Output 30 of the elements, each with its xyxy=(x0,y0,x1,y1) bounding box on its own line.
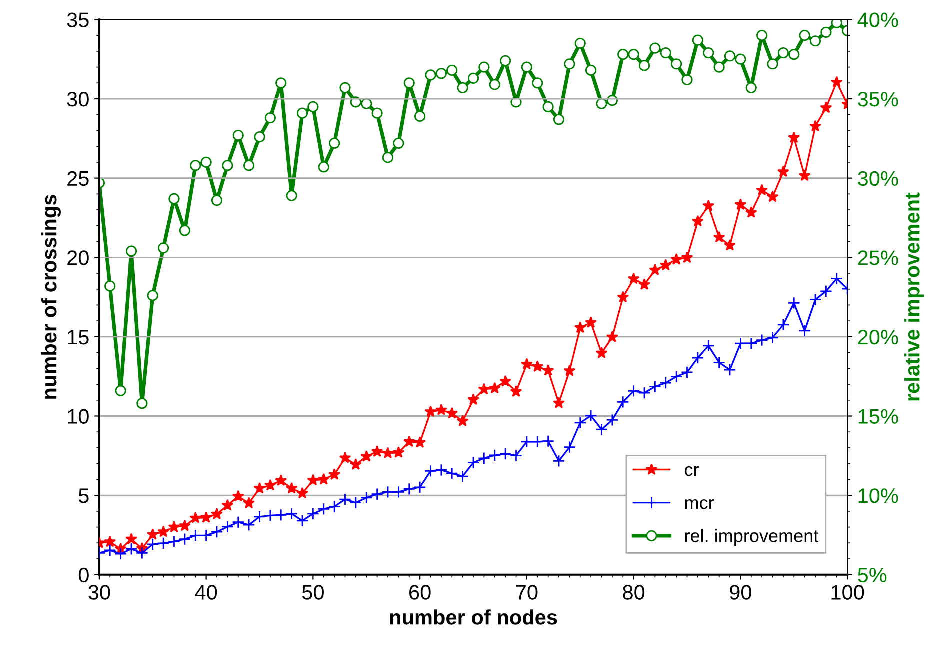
y-tick-label: 35 xyxy=(67,12,89,28)
x-tick-label: 60 xyxy=(410,585,431,600)
y2-tick-label: 30% xyxy=(858,171,898,186)
y2-tick-label: 15% xyxy=(858,409,898,424)
x-tick-label: 70 xyxy=(516,585,538,600)
x-tick-label: 100 xyxy=(832,585,864,600)
y-tick-label: 25 xyxy=(68,171,89,186)
x-axis-title: number of nodes xyxy=(390,610,558,625)
legend-label: cr xyxy=(684,466,699,476)
legend-label: rel. improvement xyxy=(685,529,819,546)
y-axis-title: number of crossings xyxy=(41,195,61,399)
x-tick-label: 90 xyxy=(730,585,752,600)
y2-tick-label: 40% xyxy=(858,12,898,28)
x-tick-label: 80 xyxy=(623,585,645,600)
y2-tick-label: 25% xyxy=(858,250,898,266)
y2-axis-title: relative improvement xyxy=(904,192,924,401)
y2-tick-label: 35% xyxy=(858,92,898,107)
x-tick-label: 30 xyxy=(88,585,110,600)
y-tick-label: 15 xyxy=(68,330,89,345)
x-tick-label: 50 xyxy=(302,585,324,600)
y-tick-label: 5 xyxy=(78,488,89,504)
y-tick-label: 0 xyxy=(78,568,89,583)
legend-label: mcr xyxy=(685,499,714,510)
y-tick-label: 20 xyxy=(68,250,89,266)
y-tick-label: 30 xyxy=(67,92,89,107)
x-tick-label: 40 xyxy=(195,585,218,600)
y2-tick-label: 5% xyxy=(858,568,887,583)
y2-tick-label: 10% xyxy=(858,488,898,504)
y-tick-label: 10 xyxy=(68,409,89,424)
y2-tick-label: 20% xyxy=(858,330,898,345)
